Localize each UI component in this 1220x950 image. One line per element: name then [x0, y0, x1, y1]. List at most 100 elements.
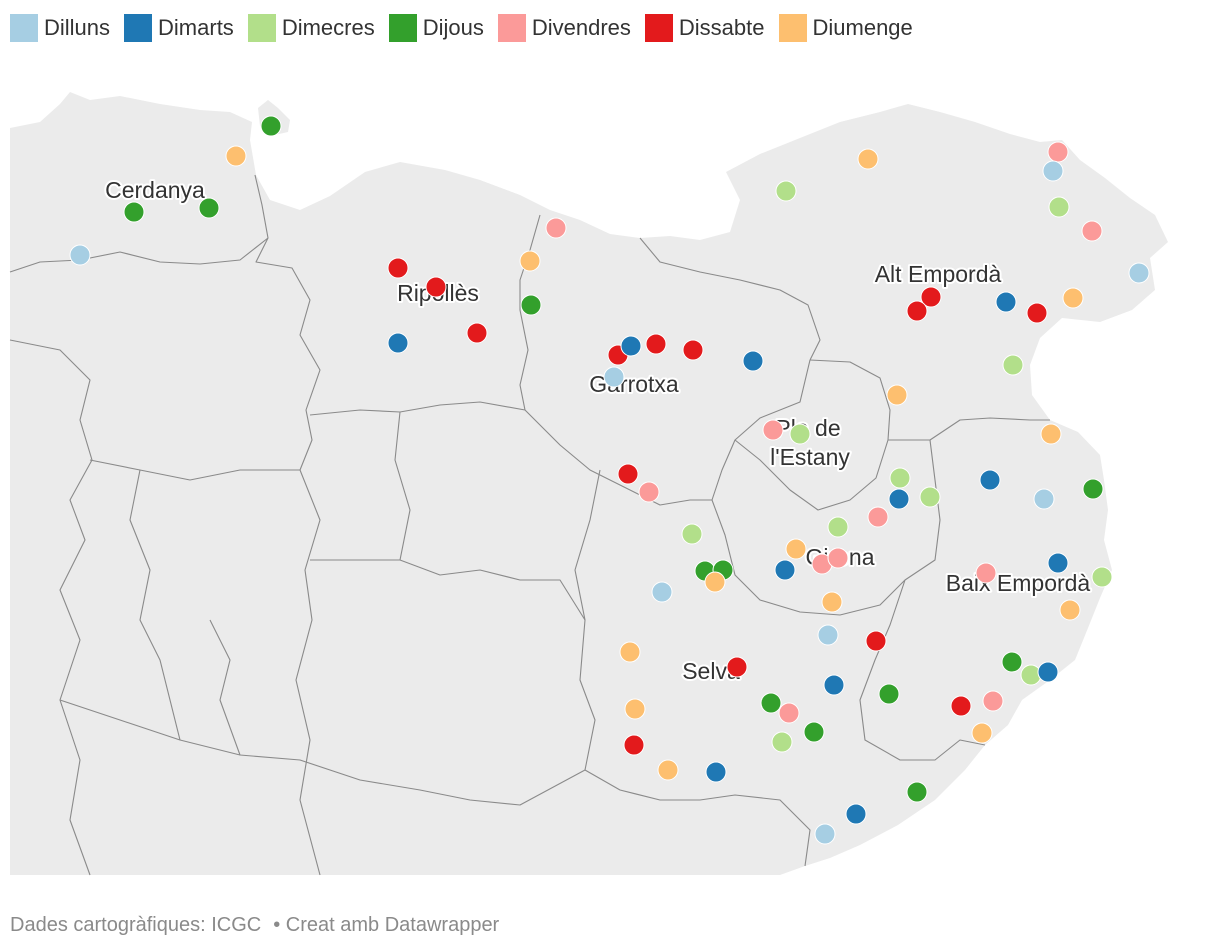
- dot-dijous[interactable]: [260, 115, 282, 137]
- dot-dimarts[interactable]: [845, 803, 867, 825]
- legend-item-dilluns[interactable]: Dilluns: [10, 14, 110, 42]
- dot-dimarts[interactable]: [742, 350, 764, 372]
- legend-swatch-dijous: [388, 14, 417, 42]
- legend-label-divendres: Divendres: [531, 15, 631, 40]
- dot-dilluns[interactable]: [1033, 488, 1055, 510]
- dot-dimarts[interactable]: [979, 469, 1001, 491]
- dot-divendres[interactable]: [827, 547, 849, 569]
- border-inner-west-2: [9, 339, 93, 876]
- dot-dijous[interactable]: [1001, 651, 1023, 673]
- dot-divendres[interactable]: [867, 506, 889, 528]
- dot-diumenge[interactable]: [619, 641, 641, 663]
- dot-divendres[interactable]: [638, 481, 660, 503]
- legend-item-dimecres[interactable]: Dimecres: [247, 14, 375, 42]
- dot-dilluns[interactable]: [603, 366, 625, 388]
- dot-dijous[interactable]: [123, 201, 145, 223]
- dot-dimarts[interactable]: [774, 559, 796, 581]
- legend-item-dijous[interactable]: Dijous: [388, 14, 484, 42]
- dot-dimecres[interactable]: [919, 486, 941, 508]
- dot-dissabte[interactable]: [906, 300, 928, 322]
- dot-divendres[interactable]: [545, 217, 567, 239]
- dot-diumenge[interactable]: [1040, 423, 1062, 445]
- dot-dimarts[interactable]: [888, 488, 910, 510]
- dot-dimarts[interactable]: [705, 761, 727, 783]
- region-label-pla-estany-2: l'Estany: [770, 444, 850, 470]
- legend-swatch-dimecres: [247, 14, 276, 42]
- dot-diumenge[interactable]: [785, 538, 807, 560]
- dot-dimecres[interactable]: [827, 516, 849, 538]
- legend-item-divendres[interactable]: Divendres: [497, 14, 631, 42]
- dot-dissabte[interactable]: [950, 695, 972, 717]
- land-mainland: [10, 92, 1168, 875]
- dot-dimecres[interactable]: [1002, 354, 1024, 376]
- dot-dimecres[interactable]: [681, 523, 703, 545]
- legend-item-dissabte[interactable]: Dissabte: [644, 14, 765, 42]
- dot-dissabte[interactable]: [617, 463, 639, 485]
- dot-diumenge[interactable]: [657, 759, 679, 781]
- dot-divendres[interactable]: [1047, 141, 1069, 163]
- dot-divendres[interactable]: [762, 419, 784, 441]
- dot-dijous[interactable]: [198, 197, 220, 219]
- dot-dilluns[interactable]: [817, 624, 839, 646]
- dot-dissabte[interactable]: [1026, 302, 1048, 324]
- dot-dimarts[interactable]: [387, 332, 409, 354]
- dot-dissabte[interactable]: [425, 276, 447, 298]
- legend-swatch-dissabte: [644, 14, 673, 42]
- dot-dimecres[interactable]: [771, 731, 793, 753]
- border-garrotxa-altemporda: [639, 237, 821, 361]
- dot-diumenge[interactable]: [971, 722, 993, 744]
- dot-dijous[interactable]: [520, 294, 542, 316]
- dot-divendres[interactable]: [1081, 220, 1103, 242]
- border-garrotxa-south: [524, 359, 811, 506]
- dot-diumenge[interactable]: [821, 591, 843, 613]
- dot-dilluns[interactable]: [814, 823, 836, 845]
- dot-diumenge[interactable]: [225, 145, 247, 167]
- dot-dijous[interactable]: [878, 683, 900, 705]
- dot-dissabte[interactable]: [466, 322, 488, 344]
- dot-diumenge[interactable]: [704, 571, 726, 593]
- legend-swatch-dilluns: [10, 14, 38, 42]
- dot-dimarts[interactable]: [1047, 552, 1069, 574]
- dot-dilluns[interactable]: [1042, 160, 1064, 182]
- dot-diumenge[interactable]: [857, 148, 879, 170]
- dot-dissabte[interactable]: [387, 257, 409, 279]
- legend-item-diumenge[interactable]: Diumenge: [778, 14, 913, 42]
- dot-dilluns[interactable]: [1128, 262, 1150, 284]
- dot-dijous[interactable]: [1082, 478, 1104, 500]
- dot-diumenge[interactable]: [624, 698, 646, 720]
- dot-dimarts[interactable]: [620, 335, 642, 357]
- dot-dimecres[interactable]: [775, 180, 797, 202]
- dot-dimecres[interactable]: [1048, 196, 1070, 218]
- dot-dissabte[interactable]: [682, 339, 704, 361]
- border-ripolles-south: [309, 401, 526, 416]
- dot-divendres[interactable]: [778, 702, 800, 724]
- dot-dimecres[interactable]: [1091, 566, 1113, 588]
- dot-dissabte[interactable]: [623, 734, 645, 756]
- dot-diumenge[interactable]: [886, 384, 908, 406]
- dot-dimarts[interactable]: [995, 291, 1017, 313]
- dot-diumenge[interactable]: [1062, 287, 1084, 309]
- dot-diumenge[interactable]: [1059, 599, 1081, 621]
- dot-dijous[interactable]: [803, 721, 825, 743]
- legend-item-dimarts[interactable]: Dimarts: [124, 14, 234, 42]
- dot-dimarts[interactable]: [1037, 661, 1059, 683]
- dot-dissabte[interactable]: [865, 630, 887, 652]
- dot-dilluns[interactable]: [651, 581, 673, 603]
- dot-dissabte[interactable]: [726, 656, 748, 678]
- dot-divendres[interactable]: [975, 562, 997, 584]
- legend-label-dimecres: Dimecres: [281, 15, 375, 40]
- dot-dijous[interactable]: [760, 692, 782, 714]
- dot-divendres[interactable]: [982, 690, 1004, 712]
- dot-dijous[interactable]: [906, 781, 928, 803]
- border-inner-west-7: [209, 619, 241, 756]
- dot-diumenge[interactable]: [519, 250, 541, 272]
- dot-dilluns[interactable]: [69, 244, 91, 266]
- dot-dimecres[interactable]: [789, 423, 811, 445]
- legend-label-dissabte: Dissabte: [678, 15, 765, 40]
- dot-dimecres[interactable]: [889, 467, 911, 489]
- region-label-alt-emporda: Alt Empordà: [875, 261, 1002, 287]
- dot-dissabte[interactable]: [645, 333, 667, 355]
- dot-dissabte[interactable]: [920, 286, 942, 308]
- border-cerdanya-ripolles: [254, 174, 321, 471]
- dot-dimarts[interactable]: [823, 674, 845, 696]
